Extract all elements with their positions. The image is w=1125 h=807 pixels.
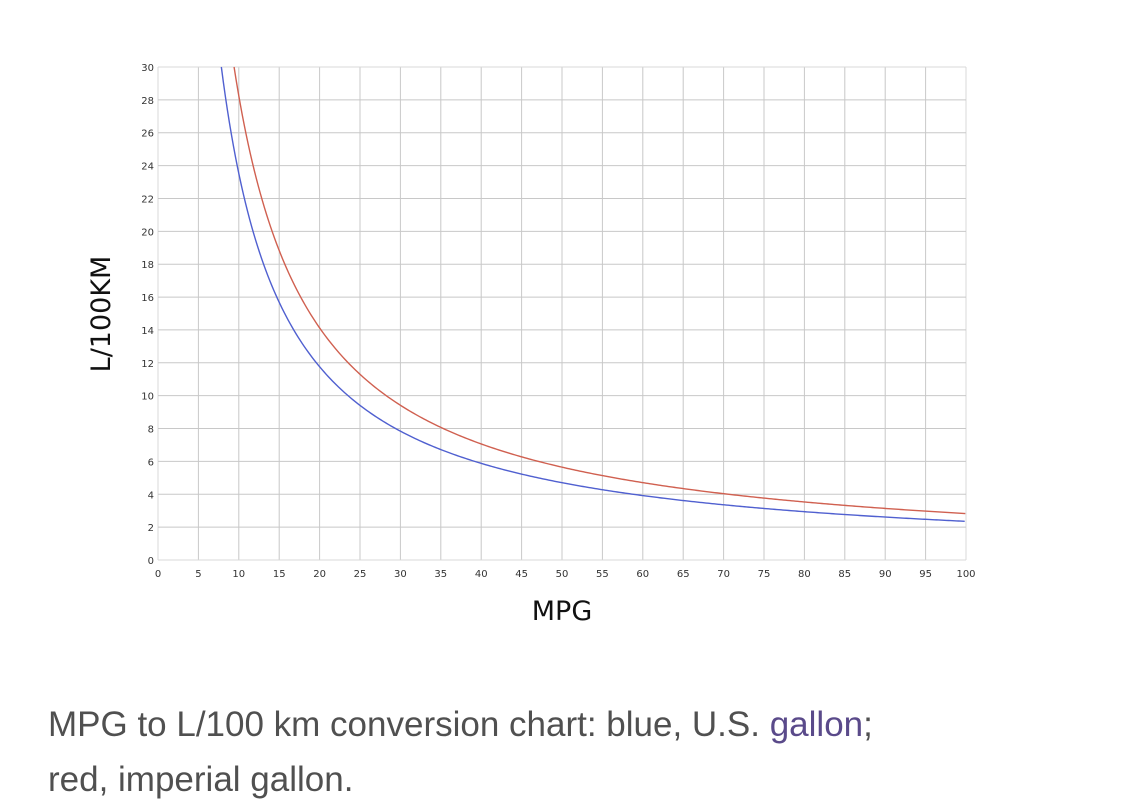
y-tick-label: 2: [148, 523, 154, 534]
figure-caption: MPG to L/100 km conversion chart: blue, …: [48, 697, 1088, 807]
y-tick-label: 20: [141, 227, 154, 238]
chart: 0 5 10 15 20 25 30 35 40 45 50 55 60 65 70 75 80 85 90 95 10…: [86, 63, 976, 627]
x-tick-label: 80: [798, 569, 811, 580]
x-tick-label: 40: [475, 569, 488, 580]
x-tick-label: 50: [556, 569, 569, 580]
x-tick-label: 95: [919, 569, 932, 580]
x-tick-label: 35: [434, 569, 447, 580]
y-tick-label: 8: [148, 425, 154, 436]
y-tick-label: 18: [141, 260, 154, 271]
x-tick-label: 85: [838, 569, 851, 580]
x-tick-label: 25: [354, 569, 367, 580]
x-tick-label: 30: [394, 569, 407, 580]
y-axis-title: L/100KM: [86, 256, 117, 373]
x-tick-label: 10: [232, 569, 245, 580]
grid-lines: [157, 66, 967, 561]
y-tick-label: 26: [141, 129, 154, 140]
x-tick-label: 100: [956, 569, 975, 580]
us-gallon-curve: [220, 66, 965, 522]
caption-text-line2: red, imperial gallon.: [48, 760, 354, 799]
y-tick-label: 10: [141, 392, 154, 403]
gallon-link[interactable]: gallon: [769, 705, 864, 744]
y-tick-label: 28: [141, 96, 154, 107]
y-tick-label: 22: [141, 194, 154, 205]
x-tick-label: 45: [515, 569, 528, 580]
x-tick-label: 65: [677, 569, 690, 580]
caption-text-1: MPG to L/100 km conversion chart: blue, …: [48, 705, 770, 744]
x-tick-label: 90: [879, 569, 892, 580]
x-tick-label: 55: [596, 569, 609, 580]
y-tick-label: 14: [141, 326, 154, 337]
y-tick-label: 0: [148, 556, 154, 567]
x-tick-label: 75: [758, 569, 771, 580]
x-axis-title: MPG: [532, 596, 593, 627]
x-tick-label: 15: [273, 569, 286, 580]
x-axis-ticks: 0 5 10 15 20 25 30 35 40 45 50 55 60 65 70 75 80 85 90 95 10…: [155, 569, 976, 580]
x-tick-label: 70: [717, 569, 730, 580]
y-tick-label: 24: [141, 162, 154, 173]
y-tick-label: 4: [148, 490, 154, 501]
x-tick-label: 5: [195, 569, 201, 580]
x-tick-label: 60: [636, 569, 649, 580]
y-tick-label: 16: [141, 293, 154, 304]
caption-text-2: ;: [863, 705, 873, 744]
x-tick-label: 0: [155, 569, 161, 580]
y-tick-label: 6: [148, 457, 154, 468]
imperial-gallon-curve: [233, 66, 966, 515]
y-tick-label: 30: [141, 63, 154, 74]
x-tick-label: 20: [313, 569, 326, 580]
y-tick-label: 12: [141, 359, 154, 370]
